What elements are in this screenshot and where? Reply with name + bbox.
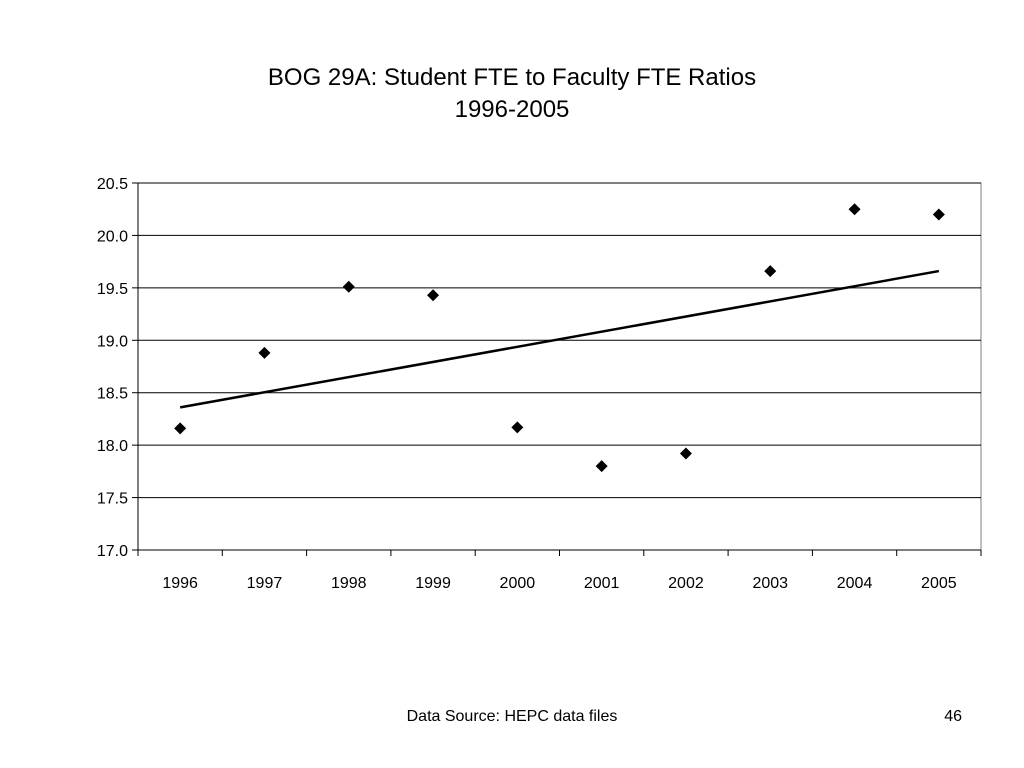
y-tick-label: 20.5	[97, 176, 128, 193]
y-tick-label: 17.0	[97, 543, 128, 560]
trendline	[179, 269, 940, 409]
chart-title-block: BOG 29A: Student FTE to Faculty FTE Rati…	[0, 62, 1024, 126]
chart-subtitle: 1996-2005	[454, 96, 570, 123]
data-point	[342, 280, 355, 293]
x-tick-label: 1998	[331, 575, 367, 592]
x-tick-label: 2004	[837, 575, 873, 592]
x-tick-label: 2005	[921, 575, 957, 592]
y-tick-label: 17.5	[97, 491, 128, 508]
data-point	[764, 265, 777, 278]
x-tick-label: 1999	[415, 575, 451, 592]
data-point	[932, 208, 945, 221]
data-point	[427, 289, 440, 302]
data-point	[848, 203, 861, 216]
y-tick-label: 19.5	[97, 281, 128, 298]
x-tick-label: 1997	[247, 575, 283, 592]
x-tick-label: 2003	[752, 575, 788, 592]
chart-title: BOG 29A: Student FTE to Faculty FTE Rati…	[267, 64, 757, 91]
x-tick-label: 2000	[500, 575, 536, 592]
y-tick-label: 18.5	[97, 386, 128, 403]
data-point	[174, 422, 187, 435]
x-tick-label: 2002	[668, 575, 704, 592]
plot-area-border	[137, 182, 982, 551]
y-tick-label: 20.0	[97, 228, 128, 245]
x-tick-label: 1996	[162, 575, 198, 592]
data-point	[595, 460, 608, 473]
data-point	[679, 447, 692, 460]
y-tick-label: 18.0	[97, 438, 128, 455]
data-source-note: Data Source: HEPC data files	[406, 708, 618, 725]
data-point	[258, 346, 271, 359]
x-tick-label: 2001	[584, 575, 620, 592]
y-tick-label: 19.0	[97, 333, 128, 350]
data-point	[511, 421, 524, 434]
page-number: 46	[944, 708, 962, 725]
